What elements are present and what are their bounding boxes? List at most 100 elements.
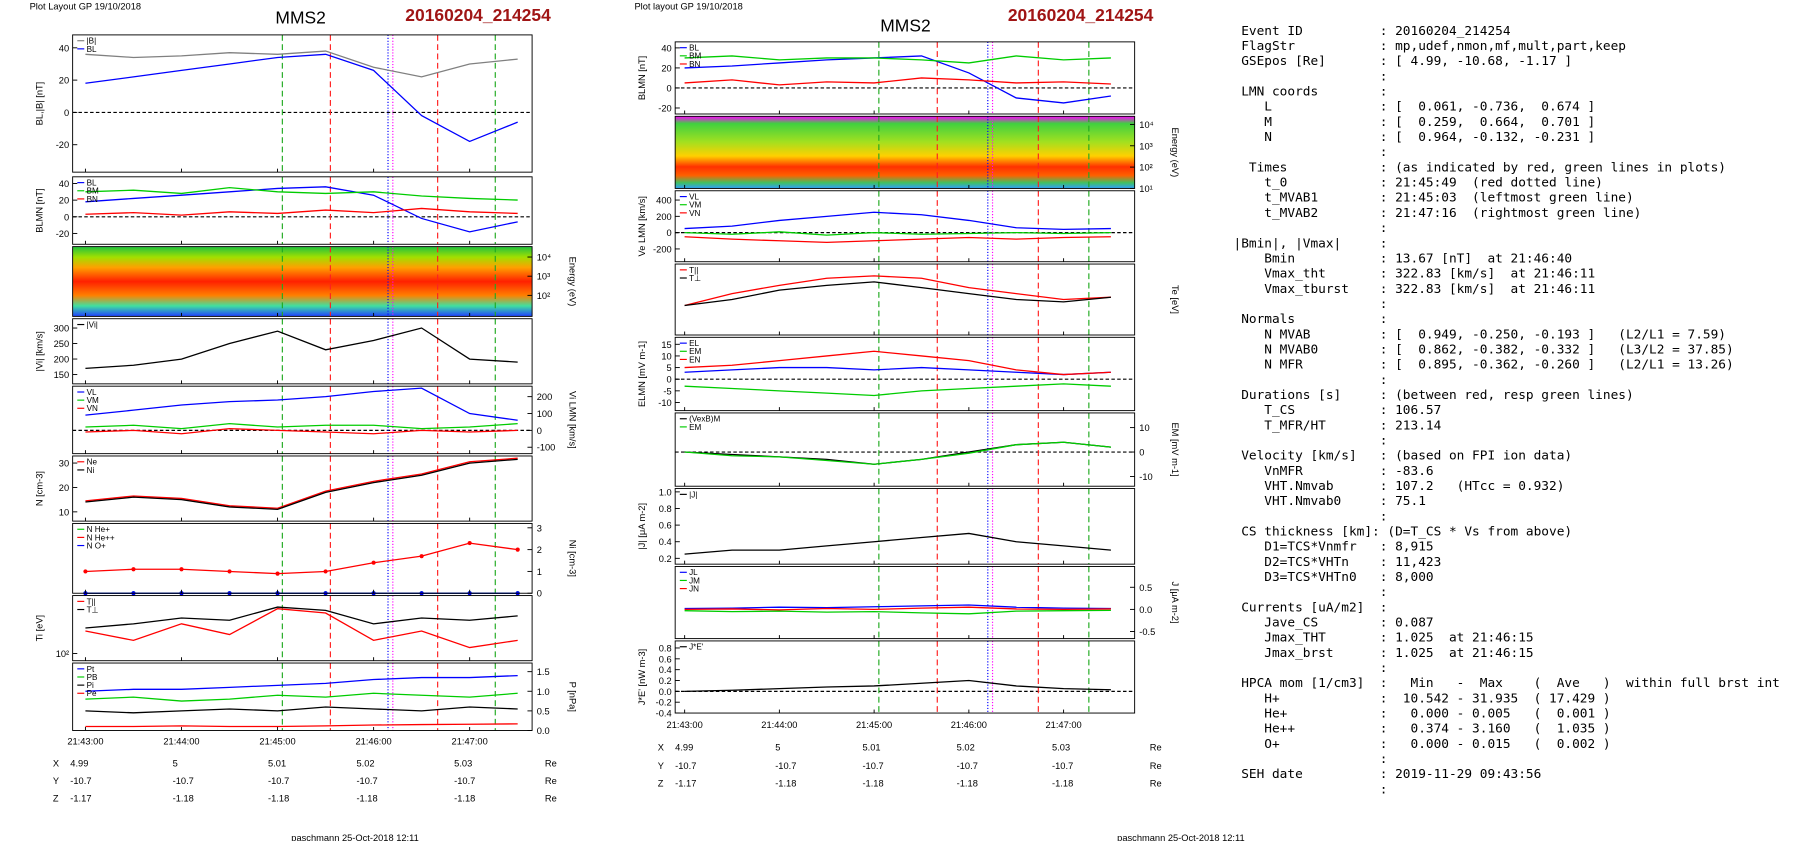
position-cell: -1.18 xyxy=(173,793,194,803)
y-axis-label: ELMN [mV m-1] xyxy=(637,341,647,407)
y-tick-label: 0.6 xyxy=(659,521,672,531)
y-tick-label: 10¹ xyxy=(1139,184,1152,194)
data-point xyxy=(419,554,424,559)
legend-label: BM xyxy=(689,52,701,61)
y-tick-label: 0 xyxy=(537,589,542,599)
position-cell: Y xyxy=(53,776,59,786)
data-line xyxy=(85,608,518,649)
info-line: VHT.Nmvab0 : 75.1 xyxy=(1234,494,1426,509)
legend-label: |Vi| xyxy=(87,320,98,329)
data-line xyxy=(684,281,1111,307)
y-tick-label: 0.5 xyxy=(537,706,550,716)
y-tick-label: 0 xyxy=(667,228,672,238)
position-cell: X xyxy=(53,759,59,769)
position-cell: -1.18 xyxy=(862,778,883,788)
legend-label: EL xyxy=(689,339,699,348)
plot-title: MMS2 xyxy=(880,15,930,35)
info-line: Times : (as indicated by red, green line… xyxy=(1234,160,1726,175)
data-point xyxy=(371,560,376,565)
x-tick-label: 21:44:00 xyxy=(761,720,797,730)
info-line: : xyxy=(1234,433,1388,448)
info-line: : xyxy=(1234,585,1388,600)
data-line xyxy=(684,441,1111,465)
data-point xyxy=(131,567,136,572)
info-line: Jave_CS : 0.087 xyxy=(1234,615,1434,630)
y-tick-label: 0.6 xyxy=(659,654,672,664)
position-cell: Y xyxy=(658,761,664,771)
y-tick-label: 5 xyxy=(667,363,672,373)
data-line xyxy=(85,387,518,421)
legend-label: Pi xyxy=(87,681,94,690)
info-line: Vmax_tht : 322.83 [km/s] at 21:46:11 xyxy=(1234,267,1596,282)
legend-label: BN xyxy=(87,195,98,204)
data-point xyxy=(179,567,184,572)
panel-frame xyxy=(674,190,1136,263)
footer: paschmann 25-Oct-2018 12:11 xyxy=(1117,833,1244,841)
panel-frame xyxy=(72,662,533,731)
legend-label: N He++ xyxy=(87,533,115,542)
info-line: VnMFR : -83.6 xyxy=(1234,464,1434,479)
data-line xyxy=(85,207,518,216)
y-tick-label: 10⁴ xyxy=(1139,120,1153,130)
info-line: : xyxy=(1234,509,1388,524)
y-tick-label: -20 xyxy=(56,140,69,150)
legend-label: BL xyxy=(87,45,97,54)
info-line: O+ : 0.000 - 0.015 ( 0.002 ) xyxy=(1234,737,1611,752)
y-tick-label: 40 xyxy=(59,43,69,53)
legend-label: EN xyxy=(689,355,700,364)
panel-frame xyxy=(674,115,1136,189)
y-tick-label: 10³ xyxy=(537,272,550,282)
y-tick-label: 40 xyxy=(59,179,69,189)
panel-frame xyxy=(72,246,533,317)
info-line: VHT.Nmvab : 107.2 (HTcc = 0.932) xyxy=(1234,479,1565,494)
y-axis-label: Vi LMN [km/s] xyxy=(567,391,577,449)
y-tick-label: 0.0 xyxy=(1139,605,1152,615)
y-tick-label: 10² xyxy=(537,291,550,301)
info-line: SEH date : 2019-11-29 09:43:56 xyxy=(1234,767,1542,782)
data-line xyxy=(85,327,518,370)
legend-label: PB xyxy=(87,673,98,682)
y-tick-label: 0.2 xyxy=(659,676,672,686)
y-tick-label: 250 xyxy=(54,339,70,349)
info-line: : xyxy=(1234,752,1388,767)
x-tick-label: 21:44:00 xyxy=(163,736,199,746)
y-tick-label: 40 xyxy=(661,43,671,53)
data-line xyxy=(684,606,1111,611)
data-line xyxy=(684,77,1111,86)
y-axis-label: J [μA m-2] xyxy=(1170,582,1180,624)
data-point xyxy=(323,569,328,574)
y-tick-label: 30 xyxy=(59,459,69,469)
position-cell: -1.18 xyxy=(356,793,377,803)
x-tick-label: 21:46:00 xyxy=(356,736,392,746)
legend-label: VN xyxy=(87,404,98,413)
info-line: CS thickness [km]: (D=T_CS * Vs from abo… xyxy=(1234,524,1573,539)
data-line xyxy=(85,53,518,143)
position-cell: 5.02 xyxy=(356,759,374,769)
y-tick-label: -10 xyxy=(1139,472,1152,482)
position-cell: -10.7 xyxy=(862,761,883,771)
legend-label: BN xyxy=(689,60,700,69)
info-line: : xyxy=(1234,373,1388,388)
legend-label: |J| xyxy=(689,490,697,499)
y-axis-label: BLMN [nT] xyxy=(637,56,647,100)
data-point xyxy=(515,547,520,552)
panel-frame xyxy=(72,318,533,385)
y-tick-label: 20 xyxy=(59,483,69,493)
legend-label: VL xyxy=(87,388,97,397)
x-tick-label: 21:43:00 xyxy=(667,720,703,730)
legend-label: T⊥ xyxy=(689,274,701,283)
position-cell: Re xyxy=(545,776,557,786)
legend-label: N O+ xyxy=(87,541,106,550)
legend-label: J*E' xyxy=(689,643,704,652)
legend-label: BL xyxy=(87,179,97,188)
position-cell: Z xyxy=(658,778,664,788)
position-cell: -10.7 xyxy=(173,776,194,786)
info-line: N MVAB : [ 0.949, -0.250, -0.193 ] (L2/L… xyxy=(1234,327,1726,342)
data-line xyxy=(684,604,1111,610)
y-axis-label: Ni [cm-3] xyxy=(567,540,577,577)
panel-frame xyxy=(72,455,533,522)
info-line: : xyxy=(1234,221,1388,236)
legend-label: JM xyxy=(689,576,700,585)
y-tick-label: 0.0 xyxy=(537,726,550,736)
info-line: Bmin : 13.67 [nT] at 21:46:40 xyxy=(1234,251,1573,266)
